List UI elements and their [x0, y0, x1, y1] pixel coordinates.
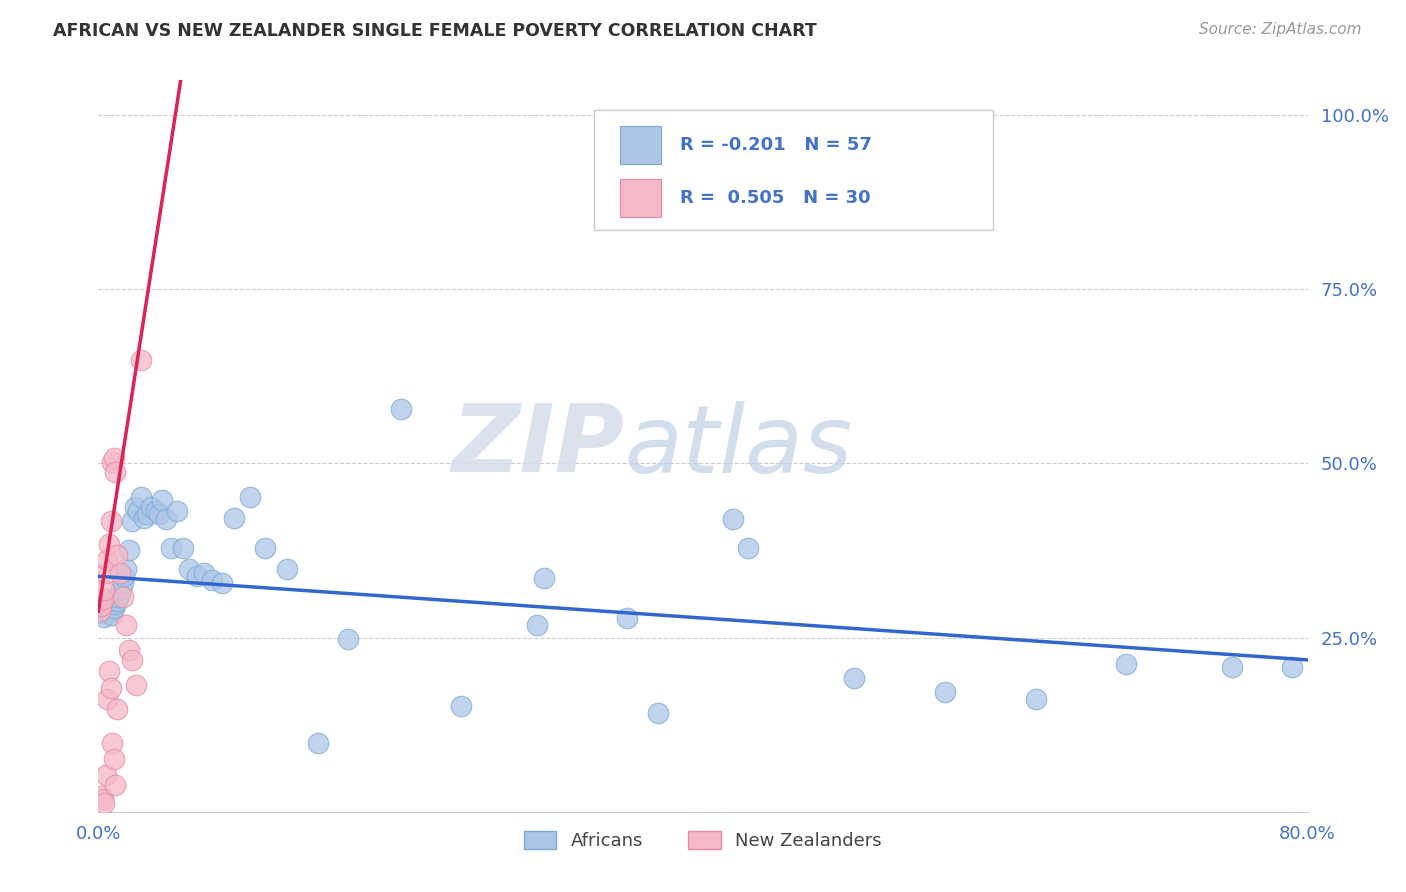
Point: [93, 797, 115, 811]
Point: [98, 603, 121, 617]
Point: [737, 541, 759, 556]
Point: [150, 492, 173, 507]
Point: [104, 465, 127, 479]
Point: [647, 706, 669, 720]
Point: [104, 597, 127, 611]
Text: ZIP: ZIP: [451, 400, 624, 492]
Point: [160, 541, 183, 556]
Point: [141, 500, 163, 514]
Point: [94, 566, 117, 581]
Text: AFRICAN VS NEW ZEALANDER SINGLE FEMALE POVERTY CORRELATION CHART: AFRICAN VS NEW ZEALANDER SINGLE FEMALE P…: [53, 22, 817, 40]
Point: [121, 514, 143, 528]
Point: [98, 664, 121, 678]
Point: [91, 792, 114, 806]
Point: [336, 632, 359, 646]
Point: [96, 691, 118, 706]
Point: [96, 592, 118, 607]
Point: [186, 569, 208, 583]
Point: [166, 504, 188, 518]
Point: [94, 599, 117, 614]
Point: [129, 353, 152, 368]
Point: [94, 768, 117, 782]
Point: [533, 571, 555, 585]
Point: [616, 611, 638, 625]
Point: [145, 504, 167, 518]
Point: [105, 594, 128, 608]
Point: [844, 671, 866, 685]
Point: [89, 604, 111, 618]
Point: [148, 507, 170, 521]
Point: [201, 574, 224, 588]
Point: [93, 609, 115, 624]
Point: [193, 566, 215, 581]
Point: [104, 778, 127, 792]
Point: [118, 543, 141, 558]
Point: [111, 590, 134, 604]
Text: atlas: atlas: [624, 401, 852, 491]
Point: [93, 583, 115, 598]
Point: [110, 582, 132, 596]
Point: [253, 541, 276, 556]
Point: [103, 601, 125, 615]
Legend: Africans, New Zealanders: Africans, New Zealanders: [517, 823, 889, 857]
Point: [132, 510, 155, 524]
Point: [1220, 660, 1243, 674]
Point: [526, 618, 548, 632]
Point: [121, 653, 143, 667]
Point: [96, 552, 118, 566]
Point: [105, 549, 128, 563]
Point: [118, 643, 141, 657]
Point: [239, 490, 262, 504]
Point: [224, 510, 246, 524]
Point: [127, 504, 149, 518]
Point: [107, 590, 129, 604]
Point: [101, 736, 124, 750]
Point: [100, 514, 122, 528]
Point: [90, 789, 112, 804]
Point: [1115, 657, 1137, 671]
Point: [211, 576, 233, 591]
Point: [389, 402, 412, 417]
Point: [1024, 691, 1046, 706]
FancyBboxPatch shape: [595, 110, 993, 230]
Point: [934, 685, 956, 699]
Point: [108, 566, 131, 581]
Point: [105, 701, 128, 715]
Point: [103, 752, 125, 766]
Point: [172, 541, 194, 556]
Point: [98, 536, 121, 550]
Point: [114, 562, 136, 576]
Point: [90, 606, 112, 620]
FancyBboxPatch shape: [620, 179, 661, 218]
Text: R =  0.505   N = 30: R = 0.505 N = 30: [681, 189, 870, 207]
Point: [1281, 660, 1303, 674]
Point: [307, 736, 329, 750]
Text: Source: ZipAtlas.com: Source: ZipAtlas.com: [1198, 22, 1361, 37]
Point: [112, 569, 135, 583]
Point: [91, 592, 114, 607]
FancyBboxPatch shape: [620, 126, 661, 164]
Point: [450, 698, 472, 713]
Point: [276, 562, 298, 576]
Point: [100, 604, 122, 618]
Point: [135, 507, 157, 521]
Point: [91, 603, 114, 617]
Point: [124, 500, 146, 514]
Point: [111, 576, 134, 591]
Point: [179, 562, 201, 576]
Point: [155, 512, 177, 526]
Point: [100, 681, 122, 695]
Point: [101, 455, 124, 469]
Point: [108, 587, 131, 601]
Point: [114, 618, 136, 632]
Point: [723, 512, 745, 526]
Point: [129, 490, 152, 504]
Point: [103, 450, 125, 465]
Point: [90, 599, 112, 614]
Text: R = -0.201   N = 57: R = -0.201 N = 57: [681, 136, 872, 154]
Point: [125, 678, 148, 692]
Point: [101, 607, 124, 622]
